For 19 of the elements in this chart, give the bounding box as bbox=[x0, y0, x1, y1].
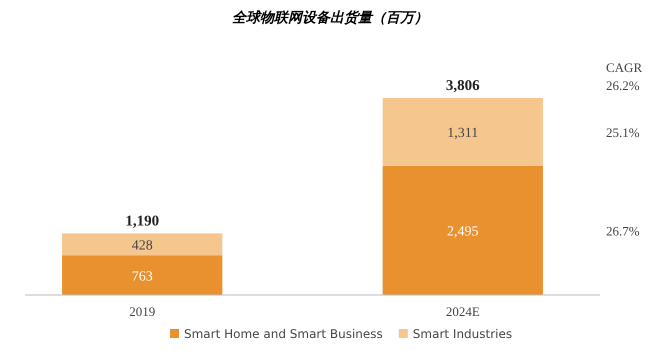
text: 25.1% bbox=[606, 124, 640, 140]
bar bbox=[382, 166, 543, 295]
text: 26.2% bbox=[606, 78, 640, 93]
total-label: 3,806 bbox=[446, 78, 480, 94]
bar bbox=[382, 98, 543, 166]
x-tick-label: 2024E bbox=[446, 304, 480, 319]
data-label: 2,495 bbox=[447, 224, 479, 240]
bar bbox=[62, 233, 222, 256]
legend-label: Smart Industries bbox=[412, 327, 512, 341]
data-label: 1,311 bbox=[447, 126, 478, 141]
legend-label: Smart Home and Smart Business bbox=[184, 327, 383, 341]
text: CAGR bbox=[606, 60, 642, 75]
chart-title: 全球物联网设备出货量（百万） bbox=[232, 10, 428, 26]
data-label: 763 bbox=[132, 269, 153, 284]
bar bbox=[62, 256, 222, 295]
x-tick-label: 2019 bbox=[129, 304, 156, 319]
data-label: 428 bbox=[132, 238, 153, 254]
total-label: 1,190 bbox=[125, 213, 160, 230]
text: 26.7% bbox=[606, 223, 640, 238]
